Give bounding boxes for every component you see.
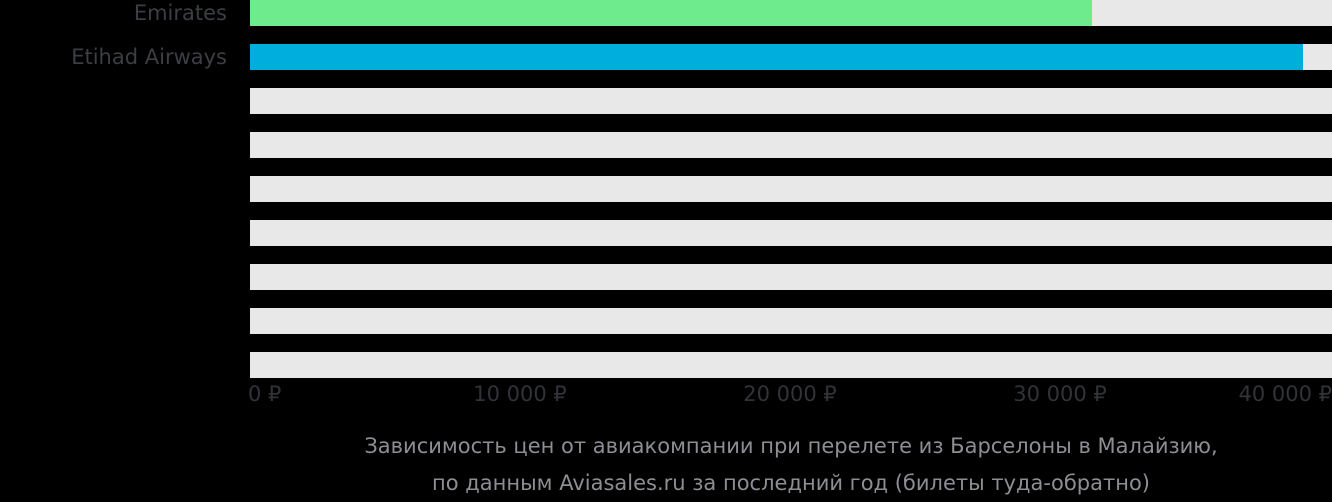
row-label: Emirates — [133, 1, 227, 25]
bar[interactable] — [250, 0, 1092, 26]
axis-tick-label: 10 000 ₽ — [473, 382, 567, 406]
chart-row — [0, 132, 1332, 158]
caption-line-2: по данным Aviasales.ru за последний год … — [432, 471, 1150, 495]
bar-track — [250, 308, 1332, 334]
bar-track — [250, 220, 1332, 246]
chart-row — [0, 176, 1332, 202]
row-label — [0, 264, 227, 290]
x-axis: 0 ₽ 10 000 ₽ 20 000 ₽ 30 000 ₽ 40 000 ₽ — [0, 381, 1332, 407]
caption-line-1: Зависимость цен от авиакомпании при пере… — [364, 434, 1218, 458]
bar-track — [250, 44, 1332, 70]
bar-track — [250, 132, 1332, 158]
axis-tick-label: 30 000 ₽ — [1013, 382, 1107, 406]
axis-tick-label: 0 ₽ — [248, 382, 282, 406]
chart-row — [0, 264, 1332, 290]
bar-track — [250, 176, 1332, 202]
chart-caption: Зависимость цен от авиакомпании при пере… — [250, 428, 1332, 502]
chart-row — [0, 88, 1332, 114]
row-label — [0, 132, 227, 158]
chart-row — [0, 308, 1332, 334]
bar-track — [250, 0, 1332, 26]
row-label — [0, 220, 227, 246]
row-label — [0, 352, 227, 378]
chart-row: Emirates — [0, 0, 1332, 26]
bar-track — [250, 88, 1332, 114]
axis-tick-label: 20 000 ₽ — [743, 382, 837, 406]
row-label — [0, 88, 227, 114]
bar-track — [250, 264, 1332, 290]
bar[interactable] — [250, 44, 1303, 70]
axis-tick-label: 40 000 ₽ — [1238, 382, 1332, 406]
bar-track — [250, 352, 1332, 378]
row-label: Etihad Airways — [71, 45, 227, 69]
chart-row — [0, 220, 1332, 246]
row-label — [0, 176, 227, 202]
row-label — [0, 308, 227, 334]
chart-row — [0, 352, 1332, 378]
chart-row: Etihad Airways — [0, 44, 1332, 70]
